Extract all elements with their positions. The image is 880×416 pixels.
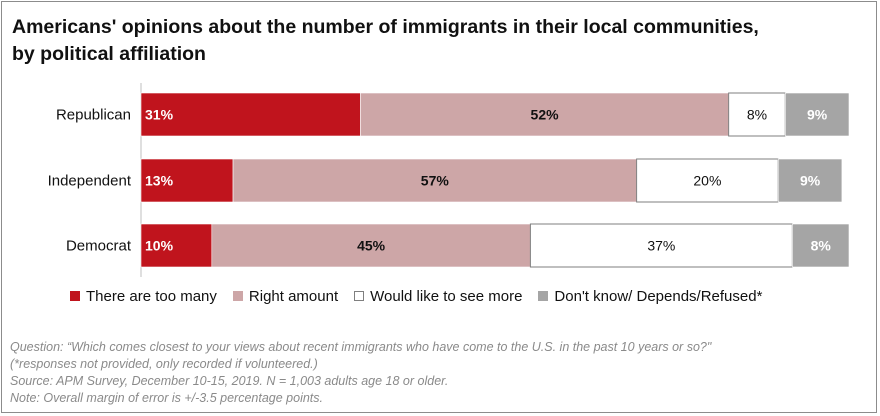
data-label-independent-would-like-to-see-more: 20% [693, 173, 721, 189]
legend-item-would-like-to-see-more: Would like to see more [354, 288, 522, 305]
chart-legend: There are too many Right amount Would like… [70, 286, 778, 306]
chart-title: Americans' opinions about the number of … [12, 14, 852, 68]
bar-independent-right-amount [232, 158, 637, 203]
data-label-republican-there-are-too-many: 31% [145, 107, 174, 123]
bar-democrat-don-t-know-depends-refused [792, 223, 850, 268]
legend-swatch [232, 291, 243, 301]
data-label-democrat-there-are-too-many: 10% [145, 238, 174, 254]
legend-swatch [354, 291, 365, 301]
legend-swatch [538, 291, 549, 301]
chart-notes: Question: “Which comes closest to your v… [10, 339, 870, 407]
data-label-independent-there-are-too-many: 13% [145, 173, 174, 189]
category-label-republican: Republican [56, 107, 131, 124]
data-label-republican-don-t-know-depends-refused: 9% [807, 107, 828, 123]
legend-swatch [70, 291, 80, 301]
bar-independent-there-are-too-many [140, 158, 234, 203]
bar-democrat-would-like-to-see-more [529, 223, 793, 268]
legend-item-don-t-know-depends-refused: Don't know/ Depends/Refused* [538, 288, 762, 305]
bar-democrat-there-are-too-many [140, 223, 213, 268]
chart-title-line-2: by political affiliation [12, 43, 206, 65]
bar-democrat-right-amount [211, 223, 531, 268]
legend-item-right-amount: Right amount [232, 287, 339, 305]
category-label-democrat: Democrat [66, 238, 132, 255]
bar-republican-right-amount [360, 92, 729, 137]
data-label-democrat-would-like-to-see-more: 37% [647, 238, 675, 254]
bar-independent-would-like-to-see-more [636, 158, 779, 203]
data-label-republican-would-like-to-see-more: 8% [747, 107, 767, 123]
chart-title-line-1: Americans' opinions about the number of … [12, 16, 759, 38]
data-label-independent-right-amount: 57% [421, 173, 450, 189]
note-volunteered: (*responses not provided, only recorded … [10, 357, 318, 371]
bar-independent-don-t-know-depends-refused [777, 158, 843, 203]
data-label-independent-don-t-know-depends-refused: 9% [800, 173, 821, 189]
legend-label: There are too many [86, 287, 217, 305]
legend-label: Right amount [248, 287, 339, 305]
bar-republican-don-t-know-depends-refused [784, 92, 850, 137]
data-label-democrat-don-t-know-depends-refused: 8% [811, 238, 832, 254]
legend-item-there-are-too-many: There are too many [70, 288, 217, 305]
bar-republican-there-are-too-many [140, 92, 361, 137]
legend-label: Would like to see more [370, 287, 523, 305]
data-label-democrat-right-amount: 45% [357, 238, 386, 254]
data-label-republican-right-amount: 52% [531, 107, 560, 123]
note-margin-of-error: Note: Overall margin of error is +/-3.5 … [10, 391, 323, 405]
legend-label: Don't know/ Depends/Refused* [554, 287, 763, 305]
category-label-independent: Independent [48, 173, 132, 190]
note-question: Question: “Which comes closest to your v… [10, 340, 712, 354]
note-source: Source: APM Survey, December 10-15, 2019… [10, 374, 449, 388]
